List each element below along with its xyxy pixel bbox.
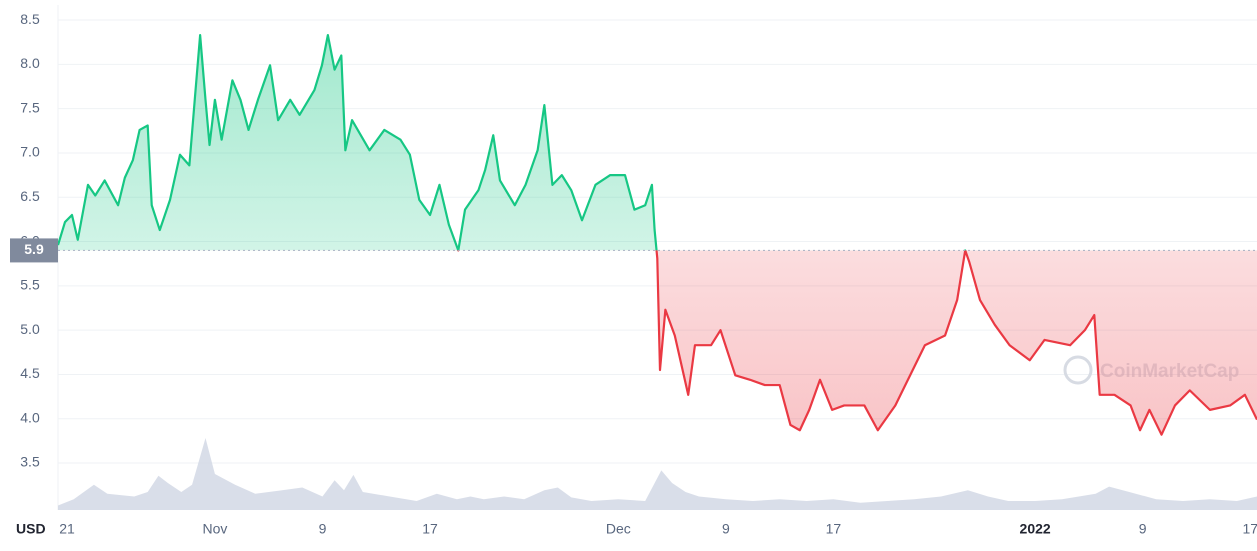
x-tick-label: Nov: [202, 521, 227, 537]
x-tick-label: 2022: [1020, 521, 1051, 537]
currency-label: USD: [16, 521, 46, 537]
y-tick-label: 8.0: [20, 55, 40, 71]
y-tick-label: 7.5: [20, 99, 40, 115]
area-down: [656, 250, 1257, 435]
watermark-logo: [1063, 355, 1093, 385]
y-tick-label: 8.5: [20, 11, 40, 27]
y-tick-label: 4.0: [20, 409, 40, 425]
x-tick-label: 9: [722, 521, 730, 537]
volume-area: [58, 438, 1257, 510]
baseline-box: [10, 238, 58, 263]
line-up: [56, 34, 967, 251]
x-tick-label: 17: [826, 521, 842, 537]
x-tick-label: 9: [1139, 521, 1147, 537]
x-tick-label: 21: [59, 521, 75, 537]
y-tick-label: 6.5: [20, 188, 40, 204]
x-tick-label: Dec: [606, 521, 631, 537]
y-tick-label: 3.5: [20, 454, 40, 470]
x-tick-label: 9: [319, 521, 327, 537]
y-tick-label: 5.5: [20, 277, 40, 293]
y-tick-label: 5.0: [20, 321, 40, 337]
baseline-label: 5.9: [24, 241, 44, 257]
y-tick-label: 7.0: [20, 144, 40, 160]
x-tick-label: 17: [1242, 521, 1257, 537]
area-up: [58, 35, 1257, 251]
x-tick-label: 17: [422, 521, 438, 537]
y-tick-label: 4.5: [20, 365, 40, 381]
line-down: [457, 250, 1257, 436]
